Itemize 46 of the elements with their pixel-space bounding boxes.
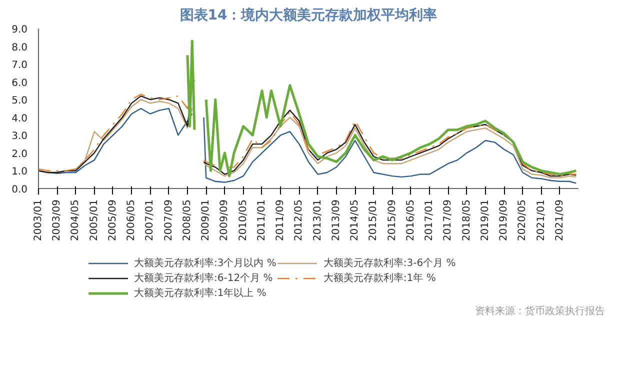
y-tick-label: 4.0 <box>12 113 28 124</box>
x-tick-label: 2007/09 <box>163 199 174 242</box>
x-tick-label: 2019/01 <box>480 199 491 242</box>
x-tick-label: 2017/01 <box>424 199 436 242</box>
y-tick-label: 3.0 <box>12 131 28 142</box>
y-tick-label: 5.0 <box>12 96 28 107</box>
x-tick-label: 2013/01 <box>312 199 324 242</box>
legend-label: 大额美元存款利率:1年 % <box>323 272 436 285</box>
x-tick-label: 2015/01 <box>368 199 380 242</box>
x-tick-label: 2009/01 <box>200 199 212 242</box>
x-tick-label: 2014/05 <box>350 199 361 242</box>
y-tick-label: 6.0 <box>12 78 28 89</box>
legend-label: 大额美元存款利率:3个月以内 % <box>134 256 276 270</box>
y-tick-label: 2.0 <box>12 148 28 160</box>
x-tick-label: 2018/05 <box>461 199 472 242</box>
x-tick-label: 2021/01 <box>536 199 547 242</box>
y-tick-label: 8.0 <box>12 42 28 54</box>
x-tick-label: 2011/09 <box>275 199 286 242</box>
text: 资料来源：货币政策执行报告 <box>475 305 605 319</box>
x-tick-label: 2012/05 <box>294 199 305 242</box>
x-tick-label: 2020/05 <box>517 199 528 242</box>
x-tick-label: 2003/09 <box>52 199 63 242</box>
x-tick-label: 2004/05 <box>70 199 82 242</box>
x-tick-label: 2021/09 <box>554 199 566 242</box>
x-tick-label: 2003/01 <box>33 199 44 242</box>
x-tick-label: 2019/09 <box>498 199 510 242</box>
x-tick-label: 2015/09 <box>386 199 398 242</box>
legend-label: 大额美元存款利率:6-12个月 % <box>134 272 273 285</box>
x-tick-label: 2007/01 <box>144 199 156 242</box>
y-tick-label: 0.0 <box>12 184 28 196</box>
x-tick-label: 2005/01 <box>88 199 100 242</box>
chart-title: 图表14：境内大额美元存款加权平均利率 <box>180 6 438 24</box>
y-tick-label: 9.0 <box>12 24 28 36</box>
x-tick-label: 2011/01 <box>256 199 268 242</box>
legend-label: 大额美元存款利率:3-6个月 % <box>323 256 456 270</box>
x-tick-label: 2009/09 <box>219 199 230 242</box>
x-tick-label: 2008/05 <box>182 199 193 242</box>
x-tick-label: 2010/05 <box>238 199 249 242</box>
x-tick-label: 2016/05 <box>405 199 416 242</box>
x-tick-label: 2013/09 <box>330 199 342 242</box>
x-tick-label: 2005/09 <box>107 199 118 242</box>
legend-label: 大额美元存款利率:1年以上 % <box>134 286 266 300</box>
x-tick-label: 2006/05 <box>126 199 138 242</box>
x-tick-label: 2017/09 <box>442 199 454 242</box>
y-tick-label: 1.0 <box>12 166 28 178</box>
y-tick-label: 7.0 <box>12 60 28 72</box>
